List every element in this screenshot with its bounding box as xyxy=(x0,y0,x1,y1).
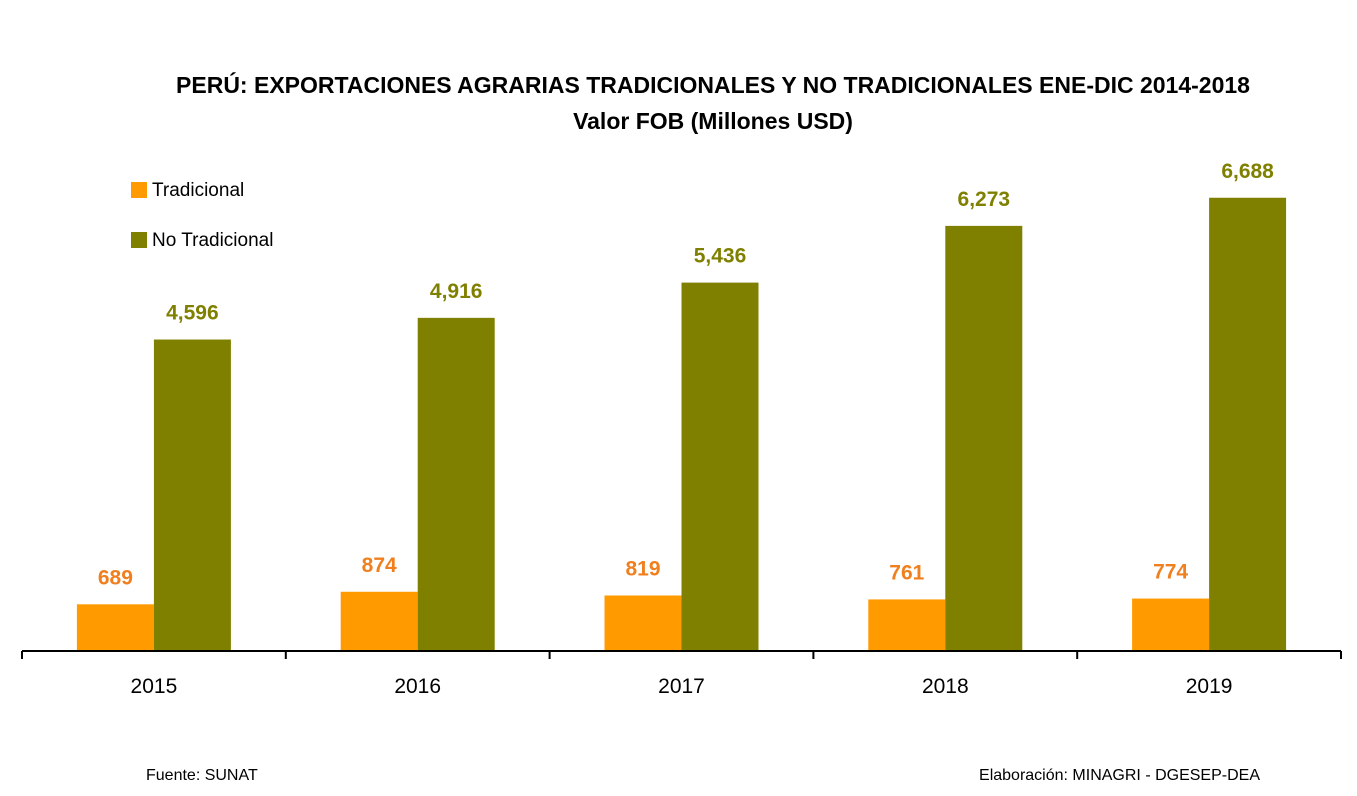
data-label-tradicional-2016: 874 xyxy=(362,554,397,577)
chart-title: PERÚ: EXPORTACIONES AGRARIAS TRADICIONAL… xyxy=(176,71,1250,98)
data-label-tradicional-2017: 819 xyxy=(625,557,660,580)
x-axis: 2015 2016 2017 2018 2019 xyxy=(21,650,1342,698)
legend-swatch-no-tradicional xyxy=(131,232,147,248)
data-label-tradicional-2019: 774 xyxy=(1153,561,1188,584)
bar-no-tradicional-2016 xyxy=(417,317,495,651)
legend-label-no-tradicional: No Tradicional xyxy=(152,230,273,251)
chart-subtitle: Valor FOB (Millones USD) xyxy=(573,108,853,134)
bar-no-tradicional-2018 xyxy=(945,225,1023,652)
bar-tradicional-2017 xyxy=(604,595,682,651)
x-tick-label-2019: 2019 xyxy=(1186,675,1233,698)
data-labels: 689 4,596 874 4,916 819 5,436 761 6,273 774 6,688 xyxy=(98,160,1274,590)
bar-tradicional-2018 xyxy=(868,599,946,651)
x-tick-label-2018: 2018 xyxy=(922,675,969,698)
bars xyxy=(76,197,1287,652)
data-label-no-tradicional-2019: 6,688 xyxy=(1221,160,1274,183)
credit-note: Elaboración: MINAGRI - DGESEP-DEA xyxy=(979,767,1260,784)
data-label-no-tradicional-2016: 4,916 xyxy=(430,280,483,303)
data-label-no-tradicional-2017: 5,436 xyxy=(694,245,747,268)
legend: Tradicional No Tradicional xyxy=(131,180,273,251)
data-label-no-tradicional-2015: 4,596 xyxy=(166,302,219,325)
source-note: Fuente: SUNAT xyxy=(146,767,258,784)
data-label-no-tradicional-2018: 6,273 xyxy=(958,188,1011,211)
legend-label-tradicional: Tradicional xyxy=(152,180,244,201)
bar-tradicional-2015 xyxy=(76,604,154,651)
bar-no-tradicional-2015 xyxy=(153,339,231,651)
x-tick-label-2015: 2015 xyxy=(131,675,178,698)
legend-swatch-tradicional xyxy=(131,182,147,198)
x-tick-label-2016: 2016 xyxy=(394,675,441,698)
data-label-tradicional-2018: 761 xyxy=(889,561,924,584)
bar-no-tradicional-2019 xyxy=(1209,197,1287,651)
bar-tradicional-2016 xyxy=(340,591,418,651)
bar-no-tradicional-2017 xyxy=(681,282,759,651)
data-label-tradicional-2015: 689 xyxy=(98,566,133,589)
bar-tradicional-2019 xyxy=(1132,598,1210,651)
x-tick-label-2017: 2017 xyxy=(658,675,705,698)
